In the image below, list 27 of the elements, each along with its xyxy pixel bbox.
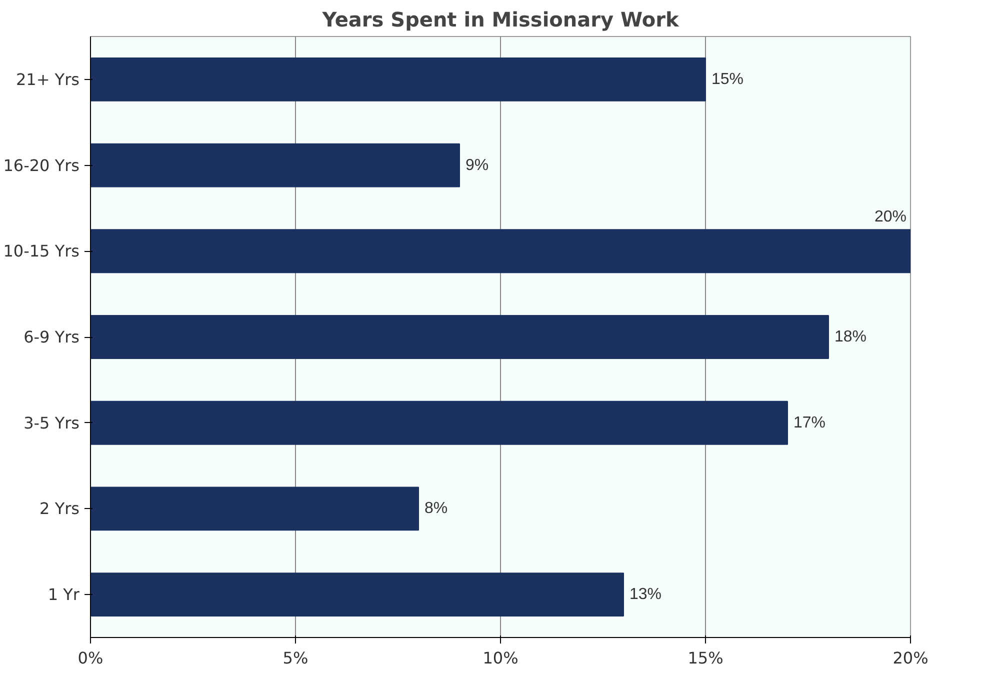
bar (90, 143, 460, 188)
x-tick-label: 10% (482, 648, 518, 668)
x-tick-label: 0% (78, 648, 104, 668)
y-tick-label: 21+ Yrs (16, 70, 80, 89)
y-tick-label: 1 Yr (48, 585, 80, 604)
chart-title: Years Spent in Missionary Work (321, 8, 680, 32)
x-tick-label: 20% (892, 648, 928, 668)
y-tick-label: 10-15 Yrs (3, 242, 80, 261)
y-tick-label: 3-5 Yrs (24, 413, 80, 432)
x-tick-label: 5% (282, 648, 308, 668)
data-label: 9% (466, 156, 489, 174)
y-tick-label: 6-9 Yrs (24, 328, 80, 346)
data-label: 20% (874, 208, 907, 226)
bar (90, 400, 788, 445)
data-label: 18% (834, 328, 867, 346)
bar (90, 229, 910, 274)
y-tick-label: 2 Yrs (40, 499, 80, 518)
bar (90, 57, 706, 102)
data-label: 17% (794, 414, 826, 432)
data-label: 8% (424, 500, 448, 518)
x-tick-label: 15% (688, 648, 724, 668)
bar (90, 315, 829, 359)
y-tick-label: 16-20 Yrs (3, 156, 80, 175)
bar (90, 572, 624, 617)
data-label: 13% (630, 586, 662, 604)
bar (90, 486, 419, 531)
data-label: 15% (712, 70, 744, 88)
